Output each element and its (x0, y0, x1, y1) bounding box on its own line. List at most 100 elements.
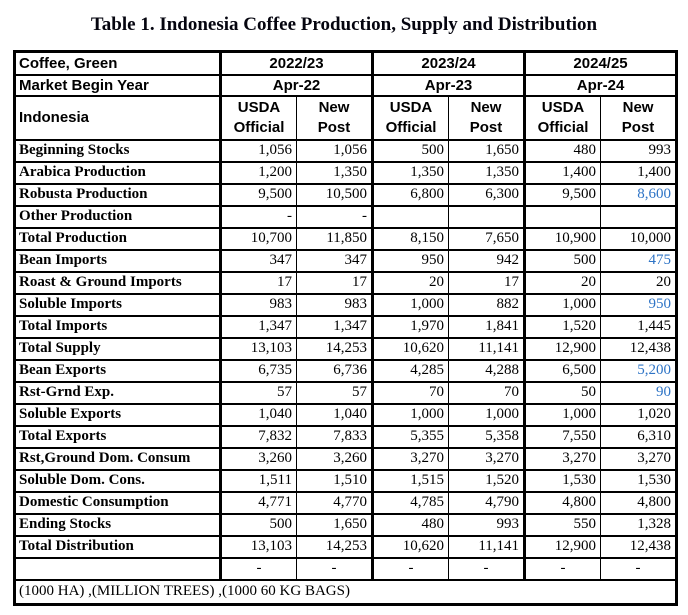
value-cell: 20 (600, 270, 678, 295)
value-cell: 4,288 (448, 358, 526, 383)
value-cell: 4,285 (371, 358, 450, 383)
value-cell: 5,355 (371, 424, 450, 449)
row-label: Other Production (14, 204, 221, 229)
value-cell: 10,700 (219, 226, 297, 251)
value-cell: 1,000 (523, 402, 602, 427)
column-header-new-post-2024-25: New Post (600, 94, 678, 141)
column-header-usda-official-2024-25: USDA Official (523, 94, 602, 141)
value-cell: - (523, 556, 602, 581)
row-label (14, 556, 221, 581)
value-cell: 1,400 (523, 160, 602, 185)
table-row: Rst-Grnd Exp. 57 57 70 70 50 90 (14, 380, 678, 405)
market-begin-apr-23: Apr-23 (371, 73, 526, 97)
row-label: Soluble Exports (14, 402, 221, 427)
value-cell: 6,735 (219, 358, 297, 383)
value-cell: 1,000 (448, 402, 526, 427)
table-row: Soluble Dom. Cons. 1,511 1,510 1,515 1,520 1,… (14, 468, 678, 493)
value-cell: 950 (371, 248, 450, 273)
value-cell: 13,103 (219, 336, 297, 361)
value-cell: 1,650 (448, 138, 526, 163)
value-cell: 14,253 (295, 534, 374, 559)
value-cell: 1,515 (371, 468, 450, 493)
value-cell: 1,350 (295, 160, 374, 185)
value-cell: 6,736 (295, 358, 374, 383)
value-cell: 4,785 (371, 490, 450, 515)
table-row: Total Distribution 13,103 14,253 10,620 11,1… (14, 534, 678, 559)
value-cell: 9,500 (523, 182, 602, 207)
row-label: Bean Imports (14, 248, 221, 273)
value-cell: 993 (448, 512, 526, 537)
value-cell: 1,347 (295, 314, 374, 339)
value-cell: - (371, 556, 450, 581)
value-cell: 11,850 (295, 226, 374, 251)
table-row: Bean Imports 347 347 950 942 500 475 (14, 248, 678, 273)
table-row: Ending Stocks 500 1,650 480 993 550 1,328 (14, 512, 678, 537)
table-row: Domestic Consumption 4,771 4,770 4,785 4,790… (14, 490, 678, 515)
value-cell: 882 (448, 292, 526, 317)
row-label: Beginning Stocks (14, 138, 221, 163)
value-cell: 90 (600, 380, 678, 405)
value-cell (371, 204, 450, 229)
column-header-new-post-2022-23: New Post (295, 94, 374, 141)
value-cell: 50 (523, 380, 602, 405)
value-cell: 6,310 (600, 424, 678, 449)
value-cell: 57 (219, 380, 297, 405)
commodity-label: Coffee, Green (14, 50, 221, 76)
value-cell: 3,270 (600, 446, 678, 471)
value-cell: 4,771 (219, 490, 297, 515)
value-cell: 1,000 (523, 292, 602, 317)
table-title: Table 1. Indonesia Coffee Production, Su… (90, 14, 598, 35)
row-label: Total Production (14, 226, 221, 251)
value-cell: 475 (600, 248, 678, 273)
table-row: Total Exports 7,832 7,833 5,355 5,358 7,550 6,… (14, 424, 678, 449)
value-cell: 57 (295, 380, 374, 405)
value-cell: 500 (219, 512, 297, 537)
value-cell: 12,438 (600, 336, 678, 361)
table-row: Beginning Stocks 1,056 1,056 500 1,650 480 993 (14, 138, 678, 163)
value-cell: 12,900 (523, 534, 602, 559)
value-cell: 1,347 (219, 314, 297, 339)
value-cell: 7,650 (448, 226, 526, 251)
footer-row: (1000 HA) ,(MILLION TREES) ,(1000 60 KG … (13, 578, 678, 606)
value-cell: 1,970 (371, 314, 450, 339)
value-cell: 11,141 (448, 534, 526, 559)
value-cell: 7,833 (295, 424, 374, 449)
value-cell: 12,438 (600, 534, 678, 559)
year-2022-23: 2022/23 (218, 50, 374, 76)
year-2024-25: 2024/25 (523, 50, 678, 76)
value-cell: 11,141 (448, 336, 526, 361)
value-cell: 6,500 (523, 358, 602, 383)
value-cell: 6,800 (371, 182, 450, 207)
value-cell: 70 (448, 380, 526, 405)
units-note: (1000 HA) ,(MILLION TREES) ,(1000 60 KG … (13, 578, 678, 606)
row-label: Rst-Grnd Exp. (14, 380, 221, 405)
value-cell: 17 (219, 270, 297, 295)
value-cell: 480 (371, 512, 450, 537)
value-cell: 1,530 (600, 468, 678, 493)
row-label: Total Distribution (14, 534, 221, 559)
value-cell: 1,040 (295, 402, 374, 427)
country-label: Indonesia (14, 94, 221, 141)
value-cell: 20 (371, 270, 450, 295)
table-row: Rst,Ground Dom. Consum 3,260 3,260 3,270 3,2… (14, 446, 678, 471)
value-cell: 1,510 (295, 468, 374, 493)
table-header: Coffee, Green 2022/23 2023/24 2024/25 Ma… (14, 50, 678, 141)
column-headers-row: Indonesia USDA Official New Post USDA Officia… (14, 94, 678, 141)
row-label: Soluble Dom. Cons. (14, 468, 221, 493)
value-cell: - (219, 556, 297, 581)
value-cell: 1,000 (371, 292, 450, 317)
row-label: Total Supply (14, 336, 221, 361)
value-cell: 12,900 (523, 336, 602, 361)
value-cell (523, 204, 602, 229)
table-row: Total Imports 1,347 1,347 1,970 1,841 1,520 1,… (14, 314, 678, 339)
table-row: Robusta Production 9,500 10,500 6,800 6,300 9… (14, 182, 678, 207)
table-row: Other Production - - (14, 204, 678, 229)
value-cell: 500 (523, 248, 602, 273)
value-cell: 8,150 (371, 226, 450, 251)
value-cell: 10,620 (371, 336, 450, 361)
value-cell: - (295, 204, 374, 229)
market-begin-apr-24: Apr-24 (523, 73, 678, 97)
value-cell: 1,200 (219, 160, 297, 185)
value-cell: 1,020 (600, 402, 678, 427)
